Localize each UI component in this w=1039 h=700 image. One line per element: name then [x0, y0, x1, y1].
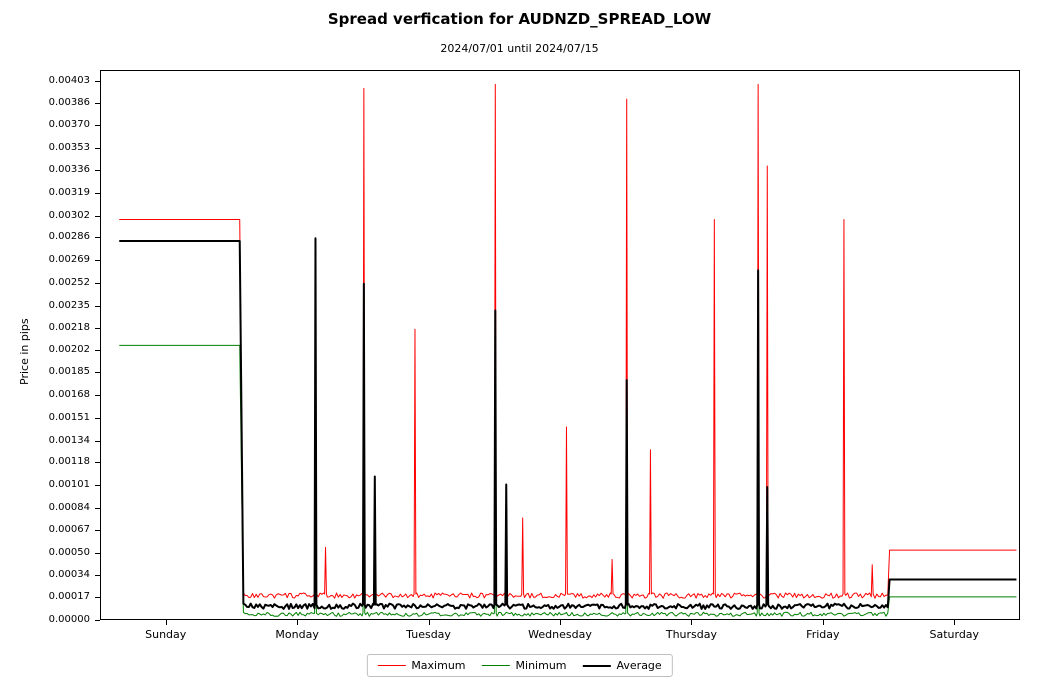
x-tick-label: Saturday [904, 628, 1004, 641]
x-tick-label: Sunday [116, 628, 216, 641]
legend: Maximum Minimum Average [366, 654, 672, 677]
plot-area [100, 70, 1020, 620]
chart-container: Spread verfication for AUDNZD_SPREAD_LOW… [0, 0, 1039, 700]
y-tick-label: 0.00050 [0, 547, 90, 558]
legend-label: Maximum [411, 659, 465, 672]
y-tick-label: 0.00067 [0, 524, 90, 535]
y-tick-label: 0.00235 [0, 300, 90, 311]
y-tick-label: 0.00386 [0, 97, 90, 108]
legend-item-minimum: Minimum [482, 659, 567, 672]
y-tick-label: 0.00168 [0, 389, 90, 400]
y-tick-label: 0.00034 [0, 569, 90, 580]
y-tick-label: 0.00185 [0, 366, 90, 377]
plot-svg [101, 71, 1021, 621]
y-tick-label: 0.00218 [0, 322, 90, 333]
y-tick-label: 0.00286 [0, 231, 90, 242]
y-tick-label: 0.00000 [0, 614, 90, 625]
legend-swatch [583, 665, 611, 667]
x-tick-label: Monday [247, 628, 347, 641]
y-tick-label: 0.00319 [0, 187, 90, 198]
series-average [119, 238, 1016, 609]
y-tick-label: 0.00202 [0, 344, 90, 355]
y-tick-label: 0.00084 [0, 502, 90, 513]
x-tick-label: Thursday [641, 628, 741, 641]
y-tick-label: 0.00252 [0, 277, 90, 288]
legend-item-average: Average [583, 659, 662, 672]
y-tick-label: 0.00302 [0, 210, 90, 221]
series-minimum [119, 345, 1016, 616]
y-tick-label: 0.00151 [0, 412, 90, 423]
legend-label: Average [617, 659, 662, 672]
x-tick-label: Friday [773, 628, 873, 641]
x-tick-label: Tuesday [379, 628, 479, 641]
legend-label: Minimum [516, 659, 567, 672]
series-maximum [119, 84, 1016, 598]
y-tick-label: 0.00134 [0, 435, 90, 446]
y-tick-mark [95, 620, 100, 621]
y-tick-label: 0.00269 [0, 254, 90, 265]
y-tick-label: 0.00403 [0, 75, 90, 86]
x-tick-label: Wednesday [510, 628, 610, 641]
y-tick-label: 0.00101 [0, 479, 90, 490]
y-tick-label: 0.00370 [0, 119, 90, 130]
legend-swatch [377, 665, 405, 666]
y-tick-label: 0.00336 [0, 164, 90, 175]
legend-swatch [482, 665, 510, 666]
legend-item-maximum: Maximum [377, 659, 465, 672]
chart-subtitle: 2024/07/01 until 2024/07/15 [0, 42, 1039, 55]
y-tick-label: 0.00017 [0, 591, 90, 602]
y-tick-label: 0.00118 [0, 456, 90, 467]
y-tick-label: 0.00353 [0, 142, 90, 153]
chart-title: Spread verfication for AUDNZD_SPREAD_LOW [0, 10, 1039, 28]
